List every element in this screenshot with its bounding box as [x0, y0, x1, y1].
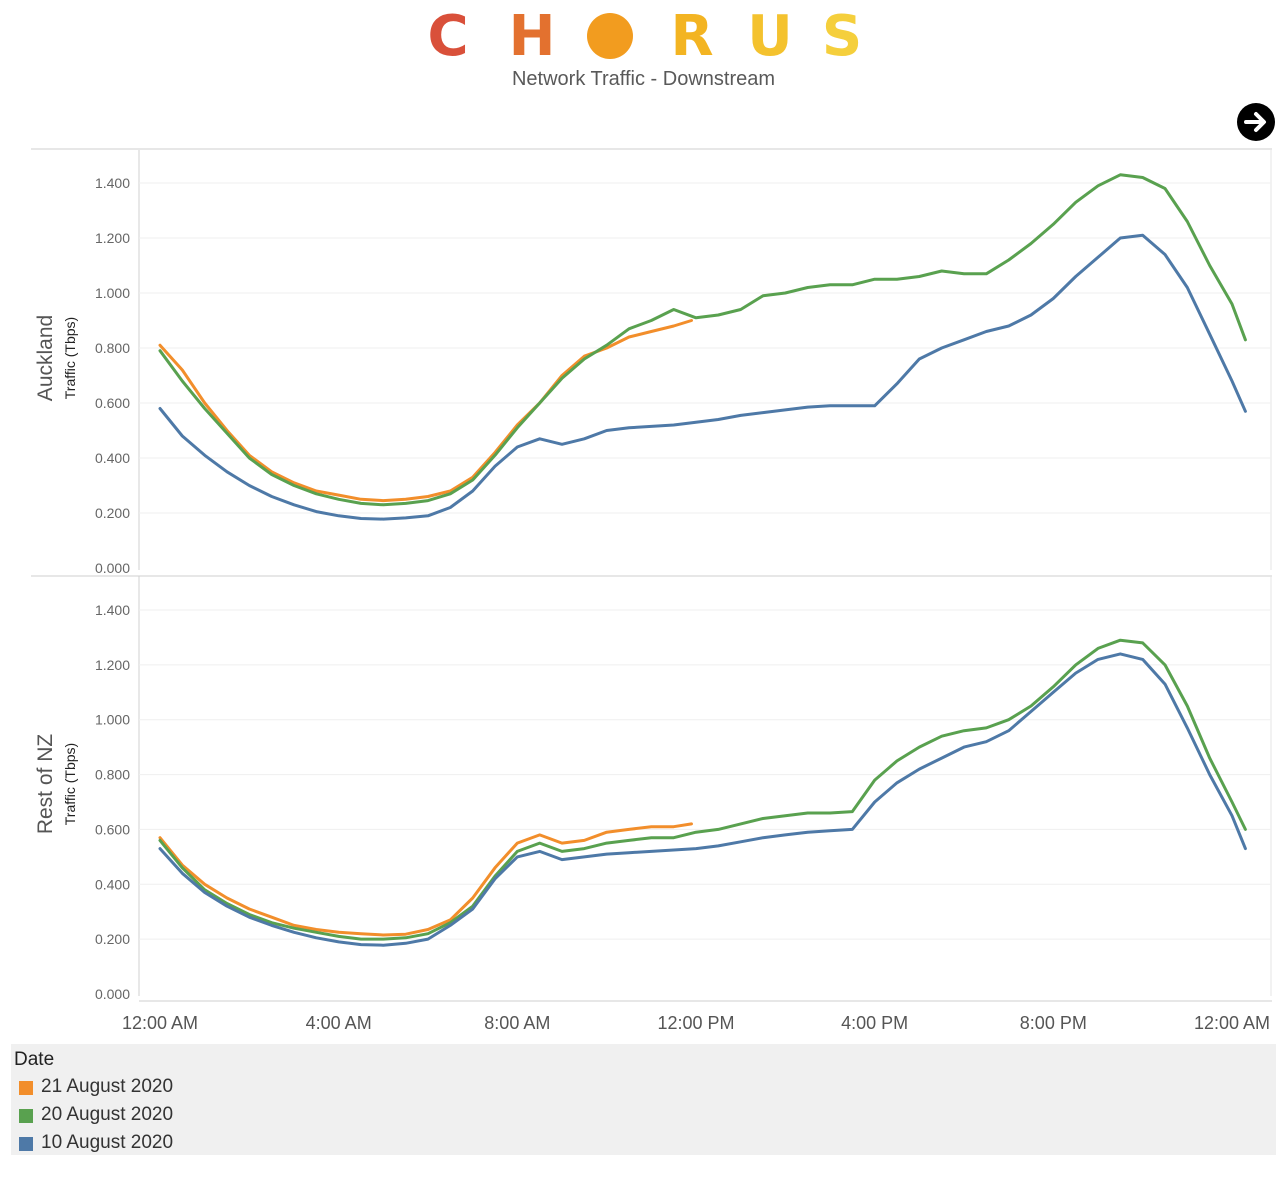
- x-tick-label: 12:00 AM: [122, 1013, 198, 1033]
- arrow-right-circle-icon: [1244, 112, 1266, 132]
- chart-panel-auckland: 0.000 0.200 0.400 0.600 0.800 1.000 1.200 1.400…: [34, 150, 1272, 576]
- y-tick-label: 1.000: [95, 285, 130, 301]
- legend-label: 21 August 2020: [41, 1076, 174, 1097]
- logo-sun: [587, 13, 633, 59]
- y-tick-label: 0.400: [95, 876, 130, 892]
- legend: Date 21 August 2020 20 August 2020 10 Au…: [11, 1044, 1276, 1155]
- logo-letter: C: [427, 4, 468, 69]
- logo-letter: R: [670, 4, 713, 69]
- x-tick-label: 12:00 AM: [1194, 1013, 1270, 1033]
- y-tick-label: 1.000: [95, 712, 130, 728]
- logo-letter: S: [822, 4, 862, 69]
- x-tick-label: 4:00 AM: [306, 1013, 372, 1033]
- y-tick-label: 0.000: [95, 986, 130, 1002]
- series-line-20-august-2020[interactable]: [158, 638, 1247, 941]
- y-tick-label: 1.200: [95, 657, 130, 673]
- traffic-chart: 0.000 0.200 0.400 0.600 0.800 1.000 1.200 1.400…: [31, 148, 1272, 1033]
- logo-letter: H: [509, 4, 556, 69]
- x-tick-label: 8:00 AM: [484, 1013, 550, 1033]
- y-tick-label: 0.200: [95, 505, 130, 521]
- legend-label: 20 August 2020: [41, 1104, 174, 1125]
- y-tick-label: 1.200: [95, 230, 130, 246]
- y-tick-label: 1.400: [95, 602, 130, 618]
- x-tick-label: 12:00 PM: [657, 1013, 734, 1033]
- y-tick-label: 0.800: [95, 767, 130, 783]
- series-line-10-august-2020[interactable]: [158, 652, 1247, 947]
- legend-swatch: [19, 1137, 33, 1151]
- series-line-10-august-2020[interactable]: [158, 233, 1247, 521]
- y-axis-label: Traffic (Tbps): [62, 317, 78, 399]
- logo-letter: U: [747, 4, 792, 69]
- series-line-21-august-2020[interactable]: [158, 822, 693, 937]
- chart-panel-rest-of-nz: 0.000 0.200 0.400 0.600 0.800 1.000 1.200 1.400…: [34, 576, 1272, 1002]
- y-tick-label: 0.200: [95, 931, 130, 947]
- legend-swatch: [19, 1081, 33, 1095]
- x-tick-label: 4:00 PM: [841, 1013, 908, 1033]
- x-tick-label: 8:00 PM: [1020, 1013, 1087, 1033]
- y-tick-label: 0.800: [95, 340, 130, 356]
- y-tick-label: 0.600: [95, 821, 130, 837]
- legend-label: 10 August 2020: [41, 1132, 174, 1153]
- page-subtitle: Network Traffic - Downstream: [511, 68, 776, 90]
- legend-title: Date: [14, 1049, 55, 1070]
- series-line-21-august-2020[interactable]: [158, 319, 693, 503]
- panel-label: Rest of NZ: [34, 734, 57, 835]
- y-tick-label: 0.400: [95, 450, 130, 466]
- series-line-20-august-2020[interactable]: [158, 173, 1247, 507]
- y-tick-label: 1.400: [95, 175, 130, 191]
- panel-label: Auckland: [34, 315, 57, 401]
- legend-swatch: [19, 1109, 33, 1123]
- y-tick-label: 0.600: [95, 395, 130, 411]
- next-button[interactable]: [1237, 103, 1275, 141]
- y-tick-label: 0.000: [95, 560, 130, 576]
- y-axis-label: Traffic (Tbps): [62, 743, 78, 825]
